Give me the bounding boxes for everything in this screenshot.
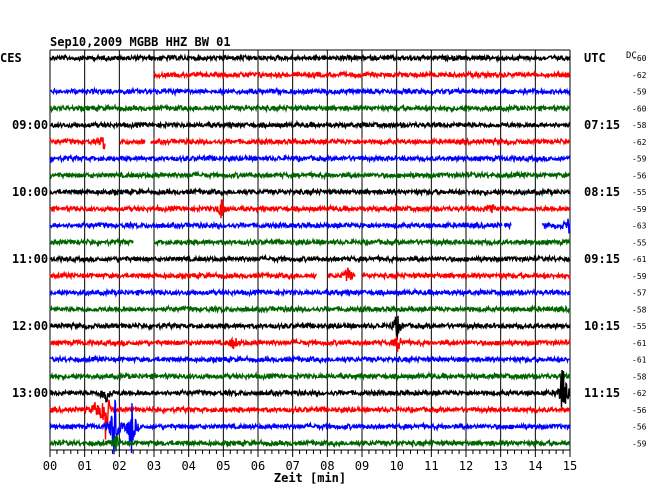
seismic-trace-row bbox=[49, 434, 571, 452]
seismic-trace-row bbox=[49, 169, 571, 181]
x-tick-label: 02 bbox=[112, 459, 126, 473]
plot-frame bbox=[49, 49, 571, 451]
x-tick-label: 12 bbox=[459, 459, 473, 473]
left-hour-label: 10:00 bbox=[12, 185, 48, 199]
right-time-labels: 07:15 08:15 09:15 10:15 11:15 bbox=[584, 118, 620, 400]
x-tick-label: 15 bbox=[563, 459, 577, 473]
x-tick-label: 07 bbox=[285, 459, 299, 473]
dc-offset-value: -58 bbox=[632, 372, 647, 381]
seismic-trace-row bbox=[49, 199, 571, 219]
dc-offset-value: -57 bbox=[632, 289, 647, 298]
x-tick-label: 00 bbox=[43, 459, 57, 473]
x-axis: 00 01 02 03 04 05 06 07 08 09 10 11 12 13 14 15 bbox=[43, 450, 577, 473]
right-hour-label: 10:15 bbox=[584, 319, 620, 333]
x-tick-label: 03 bbox=[147, 459, 161, 473]
right-hour-label: 09:15 bbox=[584, 252, 620, 266]
dc-offset-value: -61 bbox=[632, 255, 647, 264]
seismic-trace-row bbox=[49, 253, 571, 265]
dc-offset-value: -59 bbox=[632, 88, 647, 97]
seismic-trace-row bbox=[49, 267, 571, 282]
seismic-trace-row bbox=[49, 53, 571, 64]
dc-offset-value: -55 bbox=[632, 238, 647, 247]
seismic-trace-row bbox=[49, 370, 571, 408]
left-hour-label: 11:00 bbox=[12, 252, 48, 266]
x-tick-label: 01 bbox=[77, 459, 91, 473]
seismic-trace-row bbox=[49, 153, 571, 164]
dc-offset-value: -62 bbox=[632, 138, 647, 147]
dc-offset-labels: -60 -62 -59 -60 -58 -62 -59 -56 -55 -59 -63 -55 -61 -… bbox=[632, 54, 647, 448]
dc-header-label: DC bbox=[626, 51, 637, 61]
right-hour-label: 07:15 bbox=[584, 118, 620, 132]
x-tick-label: 05 bbox=[216, 459, 230, 473]
seismic-trace-row bbox=[49, 399, 571, 440]
dc-offset-value: -59 bbox=[632, 205, 647, 214]
x-tick-label: 11 bbox=[424, 459, 438, 473]
x-axis-label: Zeit [min] bbox=[274, 471, 346, 485]
seismic-trace-row bbox=[49, 304, 571, 315]
left-hour-label: 13:00 bbox=[12, 386, 48, 400]
dc-offset-value: -55 bbox=[632, 322, 647, 331]
seismic-trace-row bbox=[49, 354, 571, 365]
seismic-trace-row bbox=[49, 136, 571, 151]
dc-offset-value: -62 bbox=[632, 71, 647, 80]
dc-offset-value: -60 bbox=[632, 54, 647, 63]
minute-grid bbox=[84, 50, 536, 450]
seismic-trace-row bbox=[153, 69, 571, 80]
dc-offset-value: -55 bbox=[632, 188, 647, 197]
seismic-trace-row bbox=[49, 336, 571, 352]
dc-offset-value: -59 bbox=[632, 439, 647, 448]
x-tick-label: 10 bbox=[389, 459, 403, 473]
seismic-trace-row bbox=[49, 315, 571, 341]
seismic-trace-row bbox=[49, 399, 571, 455]
x-tick-label: 09 bbox=[355, 459, 369, 473]
seismic-trace-row bbox=[49, 218, 571, 234]
seismic-trace-row bbox=[49, 103, 571, 114]
left-time-labels: 09:00 10:00 11:00 12:00 13:00 bbox=[12, 118, 48, 400]
seismic-trace-row bbox=[49, 237, 571, 248]
right-hour-label: 08:15 bbox=[584, 185, 620, 199]
x-tick-label: 14 bbox=[528, 459, 542, 473]
x-tick-label: 08 bbox=[320, 459, 334, 473]
dc-offset-value: -58 bbox=[632, 305, 647, 314]
dc-offset-value: -60 bbox=[632, 104, 647, 113]
seismic-trace-row bbox=[49, 186, 571, 198]
right-timezone-label: UTC bbox=[584, 51, 606, 65]
seismic-trace-row bbox=[49, 287, 571, 298]
right-hour-label: 11:15 bbox=[584, 386, 620, 400]
dc-offset-value: -61 bbox=[632, 339, 647, 348]
seismic-traces bbox=[49, 53, 571, 455]
seismic-trace-row bbox=[49, 370, 571, 382]
dc-offset-value: -56 bbox=[632, 406, 647, 415]
dc-offset-value: -56 bbox=[632, 171, 647, 180]
dc-offset-value: -59 bbox=[632, 272, 647, 281]
dc-offset-value: -56 bbox=[632, 423, 647, 432]
dc-offset-value: -58 bbox=[632, 121, 647, 130]
dc-offset-value: -59 bbox=[632, 155, 647, 164]
dc-offset-value: -61 bbox=[632, 356, 647, 365]
chart-title: Sep10,2009 MGBB HHZ BW 01 bbox=[50, 35, 231, 49]
left-hour-label: 09:00 bbox=[12, 118, 48, 132]
x-tick-label: 13 bbox=[493, 459, 507, 473]
left-timezone-label: CES bbox=[0, 51, 22, 65]
left-hour-label: 12:00 bbox=[12, 319, 48, 333]
x-tick-label: 06 bbox=[251, 459, 265, 473]
seismic-trace-row bbox=[49, 119, 571, 131]
x-tick-label: 04 bbox=[181, 459, 195, 473]
dc-offset-value: -63 bbox=[632, 222, 647, 231]
dc-offset-value: -62 bbox=[632, 389, 647, 398]
seismic-trace-row bbox=[49, 86, 571, 97]
